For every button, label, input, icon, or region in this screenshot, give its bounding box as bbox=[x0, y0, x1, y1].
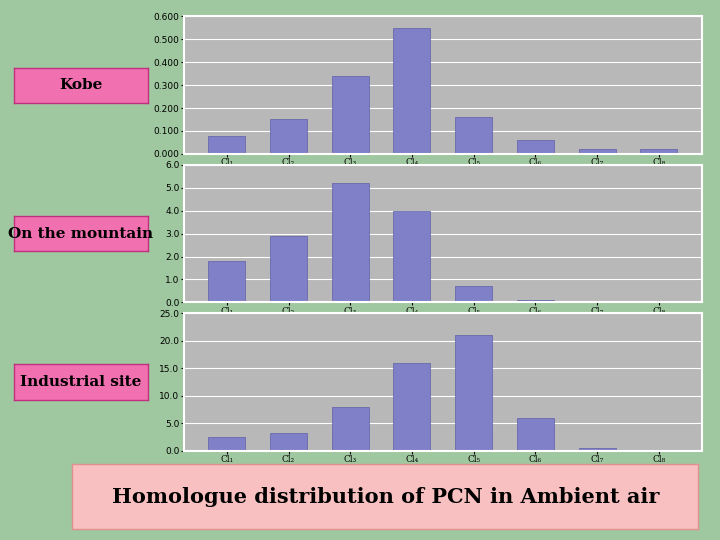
Bar bbox=[270, 433, 307, 451]
Bar bbox=[517, 418, 554, 451]
Bar bbox=[208, 437, 246, 451]
Bar bbox=[393, 363, 431, 451]
Bar bbox=[393, 28, 431, 154]
Bar bbox=[332, 76, 369, 154]
Text: Kobe: Kobe bbox=[59, 78, 103, 92]
Bar bbox=[270, 119, 307, 154]
Text: Industrial site: Industrial site bbox=[20, 375, 142, 389]
Bar bbox=[208, 136, 246, 154]
Bar bbox=[332, 407, 369, 451]
Bar bbox=[270, 236, 307, 302]
Bar bbox=[517, 300, 554, 302]
Bar bbox=[640, 149, 678, 154]
Bar bbox=[455, 117, 492, 154]
Bar bbox=[579, 149, 616, 154]
Bar bbox=[455, 335, 492, 451]
Bar bbox=[208, 261, 246, 302]
Bar bbox=[517, 140, 554, 154]
Text: On the mountain: On the mountain bbox=[9, 227, 153, 240]
Text: Homologue distribution of PCN in Ambient air: Homologue distribution of PCN in Ambient… bbox=[112, 487, 659, 507]
Bar bbox=[579, 448, 616, 451]
Bar bbox=[393, 211, 431, 302]
Bar bbox=[455, 286, 492, 302]
Bar bbox=[332, 183, 369, 302]
